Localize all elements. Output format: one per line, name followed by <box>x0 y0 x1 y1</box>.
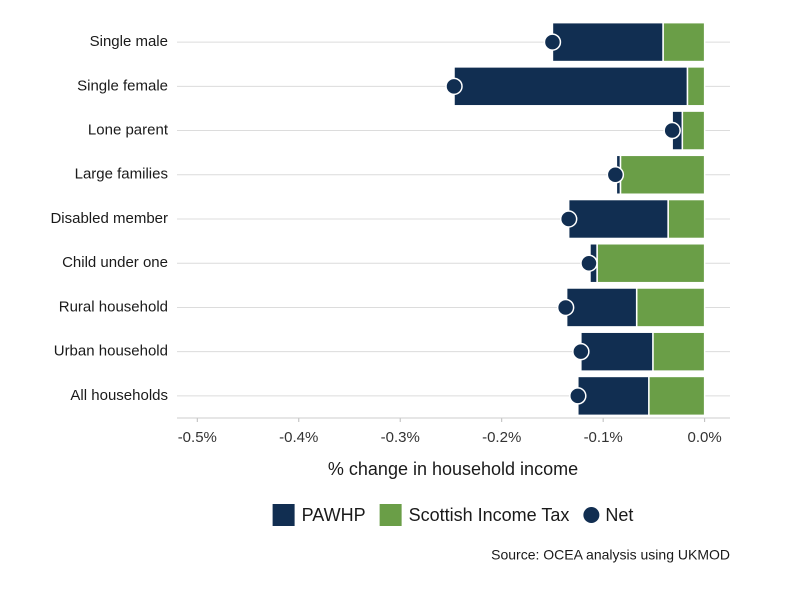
bar <box>635 287 706 328</box>
category-label: Single male <box>90 33 168 50</box>
bar <box>577 375 650 417</box>
bar <box>652 331 706 372</box>
net-point <box>606 166 625 184</box>
net-point <box>663 121 681 140</box>
bar <box>648 375 706 417</box>
net-point <box>572 342 590 361</box>
category-label: Single female <box>77 77 168 94</box>
bars <box>453 21 706 417</box>
bar <box>667 198 706 240</box>
category-label: Rural household <box>59 298 168 315</box>
x-tick-label: -0.3% <box>381 429 420 446</box>
category-label: Urban household <box>54 343 168 360</box>
net-point <box>559 210 578 228</box>
bar <box>580 331 654 372</box>
category-label: Large families <box>75 166 168 183</box>
points <box>445 33 681 405</box>
net-point <box>580 254 598 272</box>
source-note: Source: OCEA analysis using UKMOD <box>491 547 730 563</box>
grid <box>177 41 730 397</box>
x-axis-label: % change in household income <box>328 459 578 479</box>
net-point <box>556 298 575 317</box>
legend-swatch <box>272 504 295 526</box>
x-tick-label: -0.5% <box>178 429 217 446</box>
bar <box>551 21 664 63</box>
legend: PAWHP Scottish Income Tax Net <box>272 504 633 526</box>
net-point <box>445 77 463 96</box>
bar <box>662 21 706 63</box>
legend-swatch <box>379 504 402 526</box>
bar <box>619 154 706 195</box>
legend-label: PAWHP <box>302 505 366 525</box>
x-tick-label: -0.1% <box>584 429 623 446</box>
category-label: Child under one <box>62 254 168 271</box>
x-tick-label: -0.2% <box>482 429 521 446</box>
bar <box>453 66 689 107</box>
x-tick-label: 0.0% <box>688 429 722 446</box>
x-tick-label: -0.4% <box>279 429 318 446</box>
bar <box>686 66 706 107</box>
bar <box>596 243 706 284</box>
net-point <box>569 387 587 405</box>
bar <box>567 198 669 240</box>
category-label: All households <box>70 387 168 404</box>
category-label: Disabled member <box>50 210 168 227</box>
bar <box>565 287 638 328</box>
net-point <box>543 33 562 51</box>
legend-label: Net <box>605 505 633 525</box>
legend-label: Scottish Income Tax <box>409 505 570 525</box>
bar <box>681 110 706 151</box>
legend-marker <box>583 507 600 523</box>
category-label: Lone parent <box>88 122 169 139</box>
